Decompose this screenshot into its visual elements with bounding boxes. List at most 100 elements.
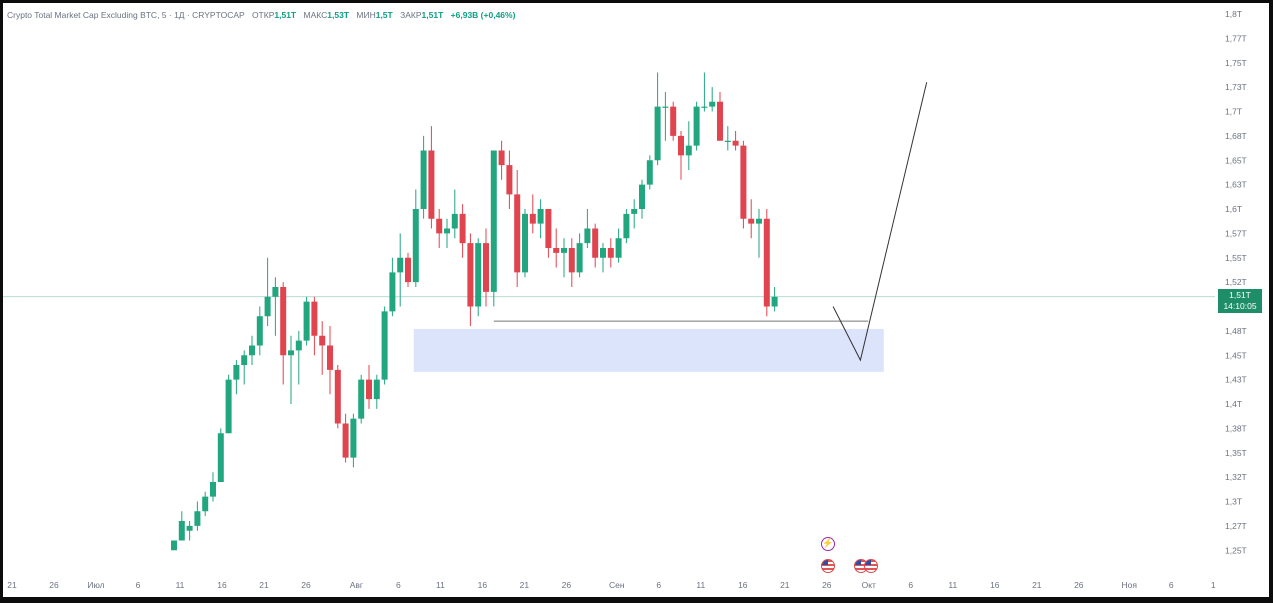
candle <box>467 233 474 326</box>
candle <box>576 233 583 278</box>
price-tick-label: 1,32T <box>1225 472 1247 482</box>
candle <box>545 209 552 258</box>
time-tick-label: 11 <box>436 580 445 590</box>
candle <box>600 243 606 273</box>
candle <box>584 209 591 248</box>
flash-event-icon[interactable]: ⚡ <box>821 537 835 551</box>
symbol-legend[interactable]: Crypto Total Market Cap Excluding BTC, 5… <box>7 10 515 20</box>
candle <box>264 257 271 326</box>
candle-body <box>451 213 458 229</box>
price-tick-label: 1,65T <box>1225 155 1247 165</box>
symbol-title[interactable]: Crypto Total Market Cap Excluding BTC, 5… <box>7 10 245 20</box>
price-tick-label: 1,68T <box>1225 131 1247 141</box>
candle-body <box>428 150 435 219</box>
candle <box>444 218 450 248</box>
candle-body <box>623 213 630 239</box>
candle-body <box>701 106 708 108</box>
candle <box>506 150 513 209</box>
high-value: 1,53T <box>327 10 349 20</box>
candle <box>529 194 536 234</box>
price-tick-label: 1,7T <box>1225 107 1242 117</box>
time-tick-label: 11 <box>176 580 185 590</box>
time-tick-label: Ноя <box>1121 580 1137 590</box>
us-flag-icon[interactable] <box>821 559 835 573</box>
high-label: МАКС <box>303 10 328 20</box>
price-tick-label: 1,75T <box>1225 58 1247 68</box>
candle-body <box>288 350 294 356</box>
time-axis: 21 26 Июл 6 11 16 21 26 Авг 6 11 16 21 26 Сен 6 11 16 21 26… <box>7 580 1216 590</box>
candle-body <box>327 345 333 370</box>
candle-body <box>217 433 224 482</box>
candle <box>210 472 216 502</box>
candle <box>498 140 505 180</box>
time-tick-label: 16 <box>990 580 1000 590</box>
candle-body <box>467 243 474 307</box>
candle <box>178 511 185 541</box>
candle-body <box>545 209 552 248</box>
candle <box>631 199 638 229</box>
time-tick-label: 21 <box>780 580 790 590</box>
candle <box>241 350 248 385</box>
demand-zone <box>413 328 884 372</box>
open-label: ОТКР <box>251 10 275 20</box>
candle <box>763 209 770 317</box>
candle-body <box>529 213 536 224</box>
candle <box>685 121 692 170</box>
current-price-label: 1,51T <box>1229 290 1251 300</box>
candle-body <box>732 140 739 146</box>
candle <box>670 101 677 141</box>
us-flag-icon[interactable] <box>864 559 878 573</box>
candle-body <box>514 194 521 273</box>
candle-body <box>334 369 341 424</box>
time-tick-label: Авг <box>350 580 363 590</box>
candle <box>295 330 302 385</box>
time-tick-label: 26 <box>49 580 59 590</box>
low-value: 1,5T <box>375 10 393 20</box>
candle <box>303 296 310 346</box>
candle-body <box>420 150 427 209</box>
open-value: 1,51T <box>274 10 297 20</box>
candle <box>311 296 318 356</box>
time-tick-label: Сен <box>609 580 625 590</box>
candle <box>389 257 396 317</box>
price-tick-label: 1,27T <box>1225 521 1247 531</box>
time-tick-label: 21 <box>1032 580 1042 590</box>
price-chart[interactable]: 1,8T 1,77T 1,75T 1,73T 1,7T 1,68T 1,65T 1,63T 1,… <box>3 3 1269 597</box>
candle <box>646 155 653 190</box>
candle-body <box>186 525 193 531</box>
time-tick-label: 26 <box>562 580 572 590</box>
candle <box>381 306 388 385</box>
candle-body <box>280 287 287 356</box>
candle <box>249 335 255 365</box>
price-tick-label: 1,77T <box>1225 33 1247 43</box>
candle <box>225 374 232 434</box>
price-tick-label: 1,57T <box>1225 228 1247 238</box>
chart-frame[interactable]: 1,8T 1,77T 1,75T 1,73T 1,7T 1,68T 1,65T 1,63T 1,… <box>3 3 1269 597</box>
candle-body <box>178 521 185 541</box>
time-tick-label: 6 <box>908 580 913 590</box>
candle-body <box>678 135 684 156</box>
time-tick-label: Июл <box>87 580 104 590</box>
low-label: МИН <box>356 10 376 20</box>
candle <box>475 238 482 317</box>
candle <box>459 204 466 258</box>
projection-path <box>832 82 928 362</box>
candle-body <box>475 243 482 307</box>
candle <box>717 92 723 141</box>
candle-body <box>662 106 669 108</box>
candle <box>639 179 645 219</box>
candle <box>623 209 630 244</box>
price-axis: 1,8T 1,77T 1,75T 1,73T 1,7T 1,68T 1,65T 1,63T 1,… <box>1225 9 1247 555</box>
candle <box>233 360 240 395</box>
candle-body <box>490 150 497 292</box>
candle <box>366 365 372 409</box>
candle-body <box>233 365 240 380</box>
change-value: +6,93B (+0,46%) <box>450 10 516 20</box>
price-tick-label: 1,52T <box>1225 277 1247 287</box>
candle <box>272 277 279 336</box>
candle-body <box>685 145 692 156</box>
candle-body <box>303 301 310 341</box>
drawings-layer <box>493 82 928 362</box>
candle-body <box>553 248 560 253</box>
candle-body <box>256 316 263 346</box>
